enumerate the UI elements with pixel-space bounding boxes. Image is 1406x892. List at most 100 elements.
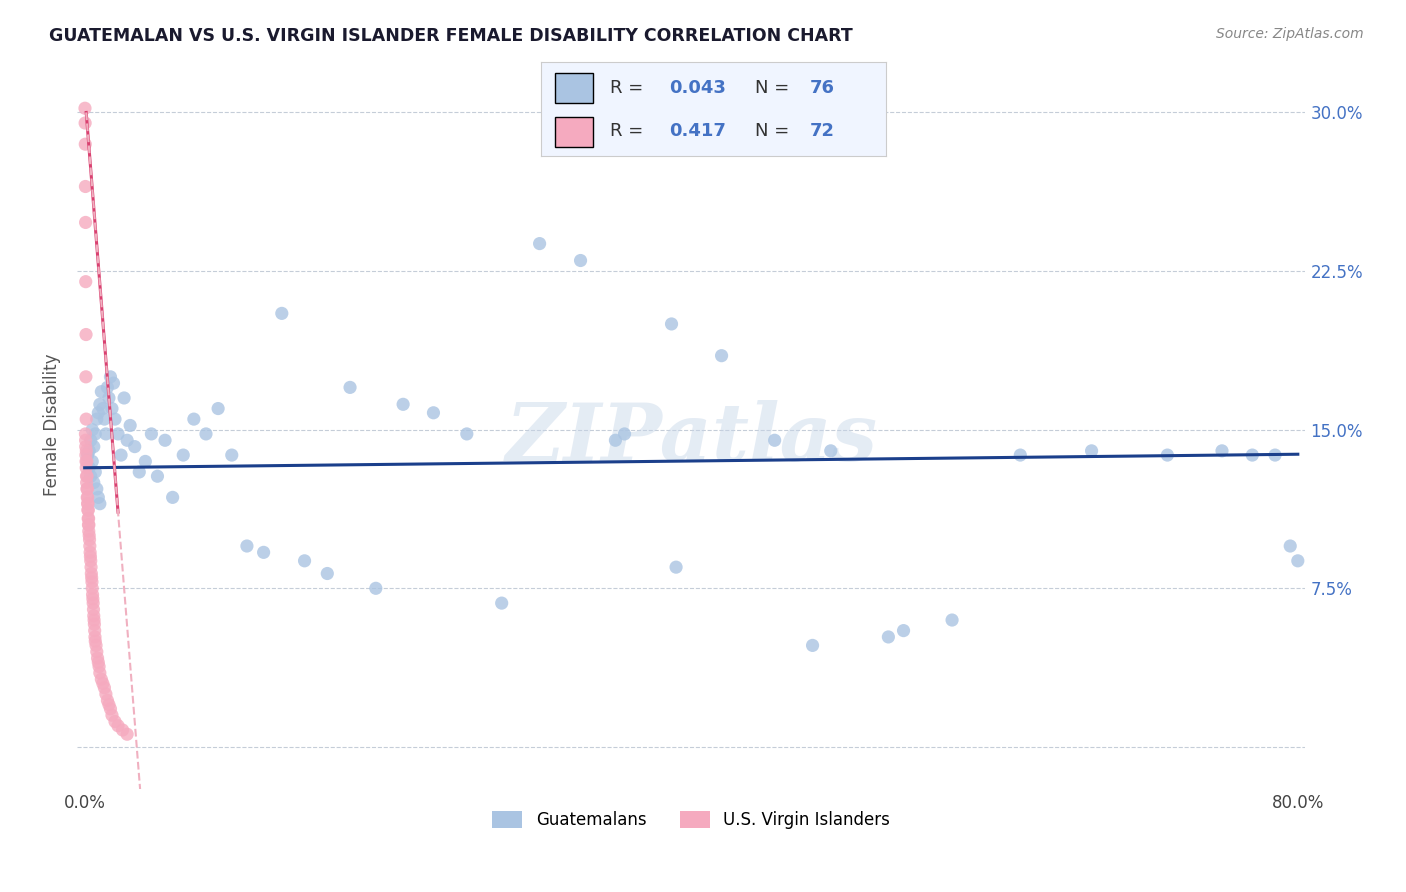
- Point: [294, 554, 316, 568]
- Point: [84, 634, 107, 648]
- Point: [87, 406, 110, 420]
- Point: [76, 482, 98, 496]
- Point: [91, 401, 114, 416]
- Point: [100, 702, 122, 716]
- Point: [120, 418, 142, 433]
- Point: [82, 602, 104, 616]
- Text: R =: R =: [610, 122, 650, 140]
- Point: [661, 317, 683, 331]
- Point: [90, 384, 112, 399]
- Point: [252, 545, 274, 559]
- Point: [96, 380, 118, 394]
- Point: [111, 723, 134, 737]
- Point: [84, 426, 107, 441]
- Point: [112, 391, 135, 405]
- Point: [75, 412, 97, 426]
- Point: [96, 693, 118, 707]
- Point: [195, 426, 218, 441]
- Point: [90, 672, 112, 686]
- Text: N =: N =: [755, 122, 794, 140]
- Point: [77, 460, 100, 475]
- Point: [75, 434, 97, 448]
- Point: [79, 545, 101, 559]
- Point: [83, 475, 105, 490]
- Point: [75, 460, 97, 475]
- Point: [1241, 448, 1264, 462]
- Point: [75, 116, 97, 130]
- Text: GUATEMALAN VS U.S. VIRGIN ISLANDER FEMALE DISABILITY CORRELATION CHART: GUATEMALAN VS U.S. VIRGIN ISLANDER FEMAL…: [49, 27, 853, 45]
- Point: [83, 608, 105, 623]
- Point: [316, 566, 339, 581]
- Point: [128, 465, 150, 479]
- Point: [1286, 554, 1309, 568]
- Point: [94, 687, 117, 701]
- Point: [339, 380, 361, 394]
- Point: [73, 101, 96, 115]
- Point: [75, 327, 97, 342]
- Point: [76, 469, 98, 483]
- Point: [529, 236, 551, 251]
- Point: [77, 497, 100, 511]
- Point: [1279, 539, 1302, 553]
- Point: [801, 639, 824, 653]
- Point: [80, 469, 103, 483]
- Text: R =: R =: [610, 78, 650, 96]
- Point: [75, 215, 97, 229]
- Point: [77, 503, 100, 517]
- Point: [1211, 443, 1233, 458]
- Text: N =: N =: [755, 78, 794, 96]
- Point: [236, 539, 259, 553]
- Point: [84, 639, 107, 653]
- Point: [75, 426, 97, 441]
- Point: [124, 440, 146, 454]
- Point: [75, 448, 97, 462]
- Point: [75, 440, 97, 454]
- Point: [82, 588, 104, 602]
- Y-axis label: Female Disability: Female Disability: [44, 353, 60, 496]
- Text: ZIPatlas: ZIPatlas: [505, 401, 877, 478]
- Text: 72: 72: [810, 122, 835, 140]
- Point: [82, 596, 104, 610]
- Point: [77, 524, 100, 539]
- Point: [763, 434, 786, 448]
- Point: [665, 560, 688, 574]
- Point: [86, 651, 108, 665]
- Point: [115, 434, 138, 448]
- Point: [80, 560, 103, 574]
- Point: [75, 454, 97, 468]
- Point: [134, 454, 156, 468]
- Point: [86, 412, 108, 426]
- Point: [75, 369, 97, 384]
- Point: [79, 533, 101, 547]
- Point: [141, 426, 163, 441]
- Point: [89, 497, 111, 511]
- Point: [456, 426, 478, 441]
- Point: [110, 448, 132, 462]
- Point: [82, 591, 104, 606]
- Point: [84, 465, 107, 479]
- Point: [76, 469, 98, 483]
- Legend: Guatemalans, U.S. Virgin Islanders: Guatemalans, U.S. Virgin Islanders: [486, 804, 897, 836]
- Point: [77, 511, 100, 525]
- Point: [77, 517, 100, 532]
- Text: 0.043: 0.043: [669, 78, 725, 96]
- Point: [82, 454, 104, 468]
- Point: [97, 698, 120, 712]
- Point: [710, 349, 733, 363]
- Point: [75, 443, 97, 458]
- Point: [100, 369, 122, 384]
- Point: [364, 582, 387, 596]
- Point: [893, 624, 915, 638]
- Point: [877, 630, 900, 644]
- Point: [80, 434, 103, 448]
- Point: [820, 443, 842, 458]
- Point: [221, 448, 243, 462]
- Point: [107, 426, 129, 441]
- Point: [76, 491, 98, 505]
- FancyBboxPatch shape: [555, 117, 593, 147]
- Point: [270, 306, 292, 320]
- Point: [172, 448, 194, 462]
- Point: [82, 582, 104, 596]
- Point: [86, 482, 108, 496]
- Point: [83, 624, 105, 638]
